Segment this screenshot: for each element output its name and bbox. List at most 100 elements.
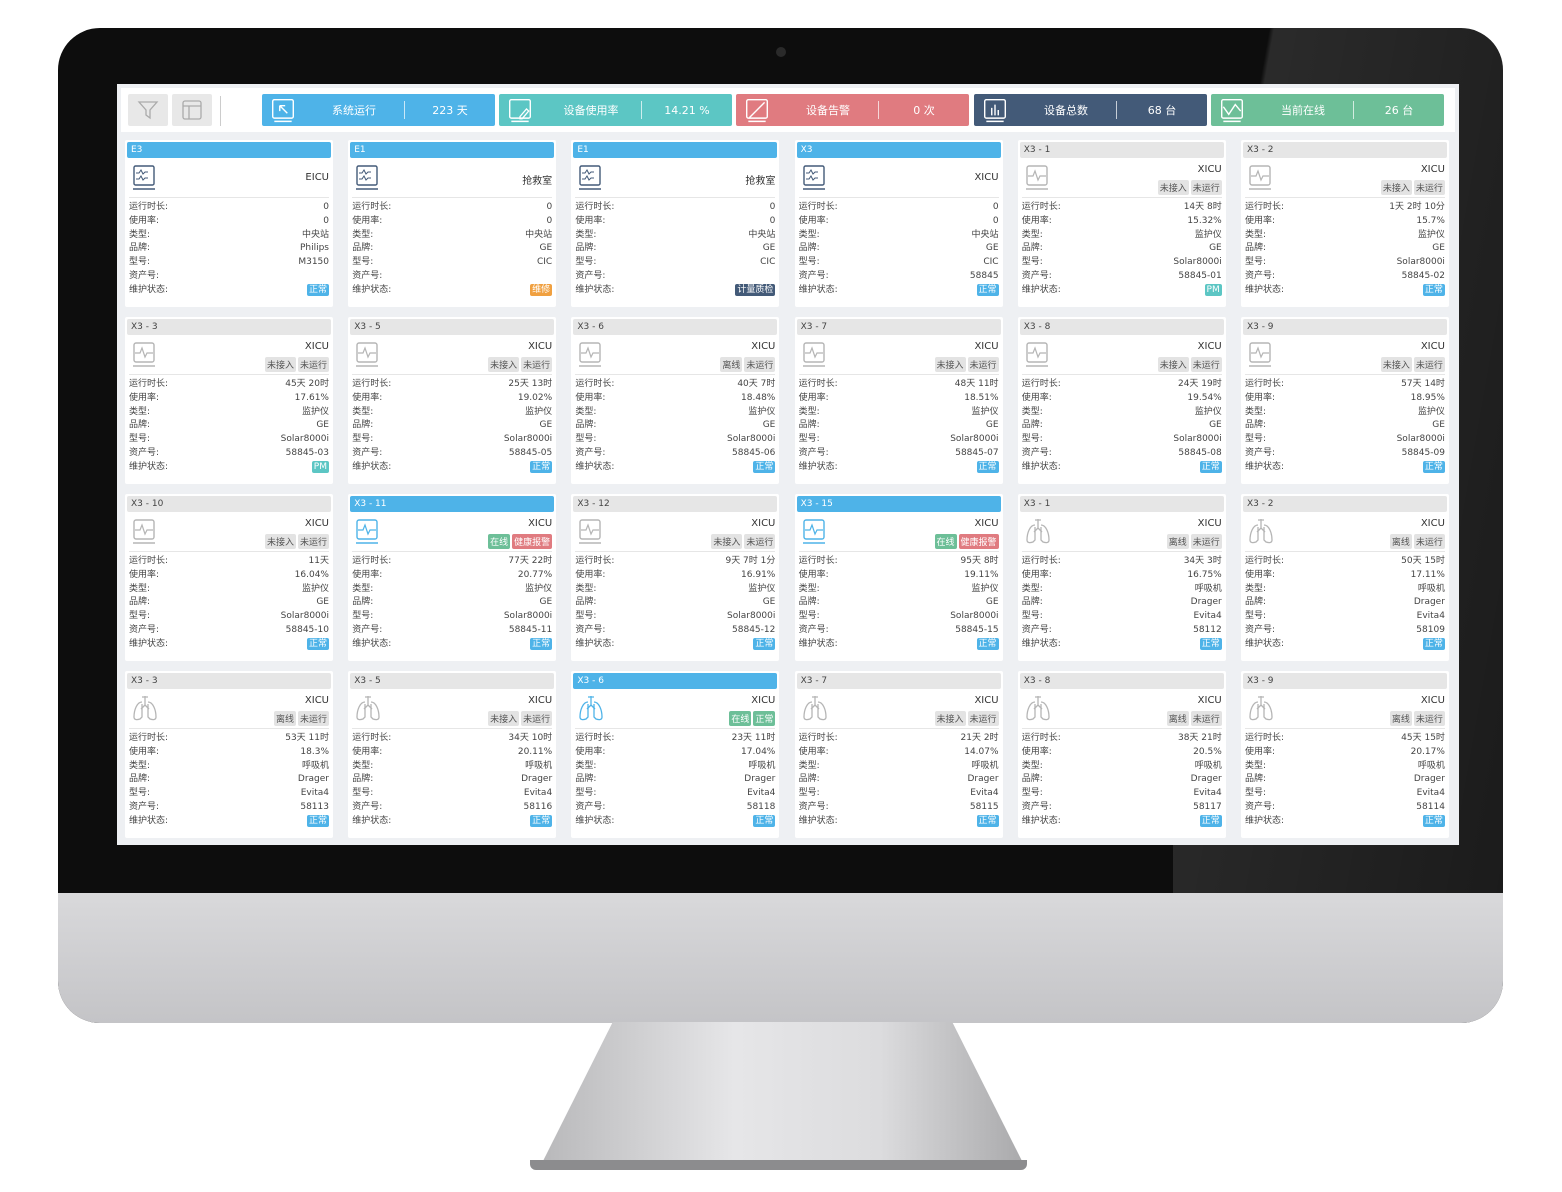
device-card[interactable]: X3 XICU 运行时长: 0 使用率: 0 类型: 中央站 品牌: GE 型号: CIC 资产号: 58… (794, 140, 1003, 307)
stat-tile-1[interactable]: 设备使用率 14.21 % (499, 94, 732, 126)
detail-row: 类型: 监护仪 (575, 406, 775, 420)
field-label: 品牌: (1244, 420, 1266, 431)
field-label: 资产号: (129, 624, 160, 635)
status-tag: 在线 (488, 534, 511, 549)
device-card[interactable]: X3 - 10 XICU 未接入 未运行 运行时长: 11天 使用率: 16.04% 类型: 监护… (125, 494, 333, 661)
field-label: 资产号: (575, 270, 606, 281)
detail-row: 维护状态: 正常 (799, 814, 999, 829)
card-location: XICU (528, 341, 553, 352)
field-label: 资产号: (798, 801, 829, 812)
field-label: 资产号: (1244, 447, 1275, 458)
maintenance-status-badge: 正常 (976, 637, 999, 650)
detail-row: 品牌: Drager (1022, 596, 1222, 610)
layout-button[interactable] (172, 94, 212, 126)
detail-row: 维护状态: PM (1022, 283, 1222, 298)
card-tags: 未接入 未运行 (711, 534, 776, 549)
detail-row: 型号: Solar8000i (1022, 433, 1222, 447)
detail-row: 使用率: 20.77% (352, 569, 552, 583)
device-card[interactable]: X3 - 1 XICU 未接入 未运行 运行时长: 14天 8时 使用率: 15.32% 类型:… (1017, 140, 1226, 307)
device-card[interactable]: X3 - 12 XICU 未接入 未运行 运行时长: 9天 7时 1分 使用率: 16.91%… (571, 494, 780, 661)
field-label: 运行时长: (798, 379, 838, 389)
device-card[interactable]: X3 - 5 XICU 未接入 未运行 运行时长: 34天 10时 使用率: 20.11% 类型… (348, 671, 557, 838)
card-details: 运行时长: 34天 10时 使用率: 20.11% 类型: 呼吸机 品牌: Drager 型号:… (350, 729, 554, 829)
device-card[interactable]: X3 - 8 XICU 离线 未运行 运行时长: 38天 21时 使用率: 20.5% 类型: 呼… (1017, 671, 1226, 838)
detail-row: 类型: 监护仪 (799, 406, 999, 420)
card-location: XICU (974, 172, 999, 183)
device-card[interactable]: X3 - 6 XICU 在线 正常 运行时长: 23天 11时 使用率: 17.04% 类型: 呼… (571, 671, 780, 838)
field-value: CIC (983, 257, 999, 268)
detail-row: 资产号: 58112 (1022, 624, 1222, 638)
detail-row: 品牌: Philips (129, 242, 329, 256)
field-label: 品牌: (129, 597, 151, 608)
status-tag: 离线 (720, 357, 743, 372)
device-card[interactable]: X3 - 7 XICU 未接入 未运行 运行时长: 48天 11时 使用率: 18.51% 类型… (794, 317, 1003, 484)
card-details: 运行时长: 45天 20时 使用率: 17.61% 类型: 监护仪 品牌: GE 型号: Sola… (127, 375, 331, 475)
filter-button[interactable] (128, 94, 168, 126)
device-card[interactable]: X3 - 2 XICU 离线 未运行 运行时长: 50天 15时 使用率: 17.11% 类型:… (1240, 494, 1449, 661)
field-value: 16.91% (741, 569, 776, 580)
field-value: GE (1432, 420, 1445, 431)
card-summary: XICU 在线 健康报警 (352, 512, 553, 552)
field-label: 维护状态: (1021, 815, 1061, 826)
trend-monitor-icon (1211, 97, 1253, 123)
stat-tile-0[interactable]: 系统运行 223 天 (262, 94, 495, 126)
field-label: 维护状态: (1021, 461, 1061, 472)
field-label: 使用率: (798, 569, 829, 580)
field-label: 类型: (1021, 406, 1043, 417)
detail-row: 使用率: 0 (129, 215, 329, 229)
device-card[interactable]: X3 - 11 XICU 在线 健康报警 运行时长: 77天 22时 使用率: 20.77% 类… (348, 494, 557, 661)
field-label: 类型: (575, 229, 597, 240)
field-value: Solar8000i (280, 434, 329, 445)
field-value: 58845-12 (732, 624, 776, 635)
card-header: X3 - 2 (1242, 142, 1447, 158)
device-card[interactable]: E3 EICU 运行时长: 0 使用率: 0 类型: 中央站 品牌: Philips 型号: M315… (125, 140, 333, 307)
card-tags: 未接入 未运行 (1157, 180, 1222, 195)
stat-tile-4[interactable]: 当前在线 26 台 (1211, 94, 1444, 126)
detail-row: 型号: CIC (352, 256, 552, 270)
card-location: XICU (1197, 695, 1222, 706)
stat-label: 当前在线 (1281, 104, 1325, 117)
device-card[interactable]: X3 - 15 XICU 在线 健康报警 运行时长: 95天 8时 使用率: 19.11% 类型… (794, 494, 1003, 661)
status-tag: 未运行 (297, 357, 329, 372)
device-card[interactable]: E1 抢救室 运行时长: 0 使用率: 0 类型: 中央站 品牌: GE 型号: CIC 资产号: 维护状… (348, 140, 557, 307)
field-label: 型号: (575, 257, 597, 268)
device-card[interactable]: X3 - 6 XICU 离线 未运行 运行时长: 40天 7时 使用率: 18.48% 类型: 监… (571, 317, 780, 484)
status-tag: 未运行 (967, 357, 999, 372)
device-card[interactable]: X3 - 2 XICU 未接入 未运行 运行时长: 1天 2时 10分 使用率: 15.7% 类… (1240, 140, 1449, 307)
device-card[interactable]: X3 - 5 XICU 未接入 未运行 运行时长: 25天 13时 使用率: 19.02% 类型… (348, 317, 557, 484)
card-header: X3 - 9 (1242, 319, 1447, 335)
stat-value: 223 天 (432, 104, 468, 117)
card-header: X3 - 3 (127, 319, 331, 335)
device-card[interactable]: E1 抢救室 运行时长: 0 使用率: 0 类型: 中央站 品牌: GE 型号: CIC 资产号: 维护状… (571, 140, 780, 307)
card-header: X3 - 9 (1242, 673, 1447, 689)
field-label: 型号: (129, 611, 151, 622)
device-card[interactable]: X3 - 3 XICU 未接入 未运行 运行时长: 45天 20时 使用率: 17.61% 类型… (125, 317, 333, 484)
detail-row: 品牌: Drager (352, 773, 552, 787)
field-value: 58118 (746, 801, 776, 812)
patient-monitor-icon (1248, 342, 1271, 367)
device-card[interactable]: X3 - 3 XICU 离线 未运行 运行时长: 53天 11时 使用率: 18.3% 类型: 呼… (125, 671, 333, 838)
field-label: 维护状态: (352, 284, 392, 295)
field-value: Evita4 (1193, 611, 1222, 622)
device-card[interactable]: X3 - 9 XICU 未接入 未运行 运行时长: 57天 14时 使用率: 18.95% 类型… (1240, 317, 1449, 484)
detail-row: 运行时长: 23天 11时 (575, 732, 775, 746)
ventilator-lungs-icon (1249, 696, 1273, 721)
detail-row: 品牌: GE (799, 596, 999, 610)
device-card[interactable]: X3 - 7 XICU 未接入 未运行 运行时长: 21天 2时 使用率: 14.07% 类型:… (794, 671, 1003, 838)
device-card[interactable]: X3 - 1 XICU 离线 未运行 运行时长: 34天 3时 使用率: 16.75% 类型: 呼… (1017, 494, 1226, 661)
field-value: 9天 7时 1分 (725, 556, 776, 566)
stat-tile-2[interactable]: 设备告警 0 次 (736, 94, 969, 126)
device-card[interactable]: X3 - 8 XICU 未接入 未运行 运行时长: 24天 19时 使用率: 19.54% 类型… (1017, 317, 1226, 484)
detail-row: 型号: Evita4 (575, 787, 775, 801)
field-value: 16.75% (1187, 569, 1222, 580)
field-label: 运行时长: (1244, 733, 1284, 743)
stat-tile-3[interactable]: 设备总数 68 台 (974, 94, 1207, 126)
field-value: 58845-01 (1178, 270, 1222, 281)
field-value: Solar8000i (1173, 257, 1222, 268)
field-label: 维护状态: (352, 638, 392, 649)
device-card[interactable]: X3 - 9 XICU 离线 未运行 运行时长: 45天 15时 使用率: 20.17% 类型:… (1240, 671, 1449, 838)
detail-row: 运行时长: 48天 11时 (799, 378, 999, 392)
field-label: 使用率: (352, 392, 383, 403)
detail-row: 型号: Solar8000i (575, 433, 775, 447)
card-details: 运行时长: 14天 8时 使用率: 15.32% 类型: 监护仪 品牌: GE 型号: Solar… (1020, 198, 1224, 298)
